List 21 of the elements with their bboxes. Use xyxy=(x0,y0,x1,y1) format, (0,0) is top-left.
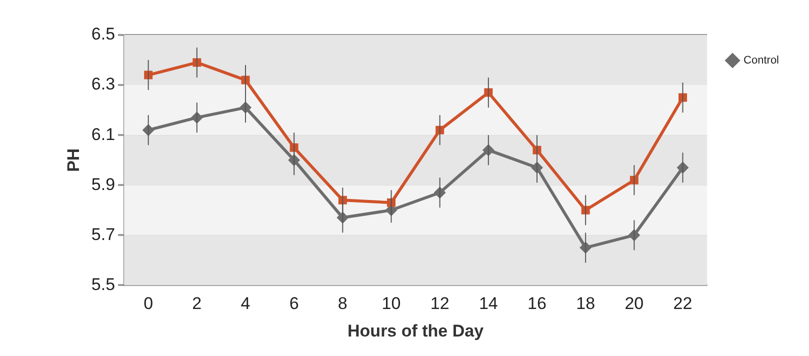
x-tick-label: 22 xyxy=(673,294,692,314)
x-tick-label: 14 xyxy=(478,294,498,314)
y-axis-title: PH xyxy=(64,148,83,172)
x-tick-label: 20 xyxy=(624,294,644,314)
x-tick-label: 8 xyxy=(338,294,348,314)
y-tick-label: 6.3 xyxy=(91,74,116,94)
legend-label: Control xyxy=(744,54,780,67)
y-tick-label: 6.1 xyxy=(91,124,116,144)
x-tick-label: 18 xyxy=(576,294,596,314)
x-tick-label: 16 xyxy=(528,294,546,314)
x-axis-title: Hours of the Day xyxy=(348,321,484,340)
y-tick-label: 6.5 xyxy=(91,24,116,44)
x-tick-label: 6 xyxy=(289,294,299,314)
x-tick-label: 4 xyxy=(240,294,250,314)
y-tick-label: 5.9 xyxy=(91,174,116,194)
y-tick-label: 5.7 xyxy=(91,224,116,244)
x-tick-label: 2 xyxy=(192,294,202,314)
y-tick-label: 5.5 xyxy=(91,274,116,294)
x-tick-label: 0 xyxy=(144,294,154,314)
x-tick-label: 12 xyxy=(430,294,450,314)
x-tick-label: 10 xyxy=(382,294,401,314)
